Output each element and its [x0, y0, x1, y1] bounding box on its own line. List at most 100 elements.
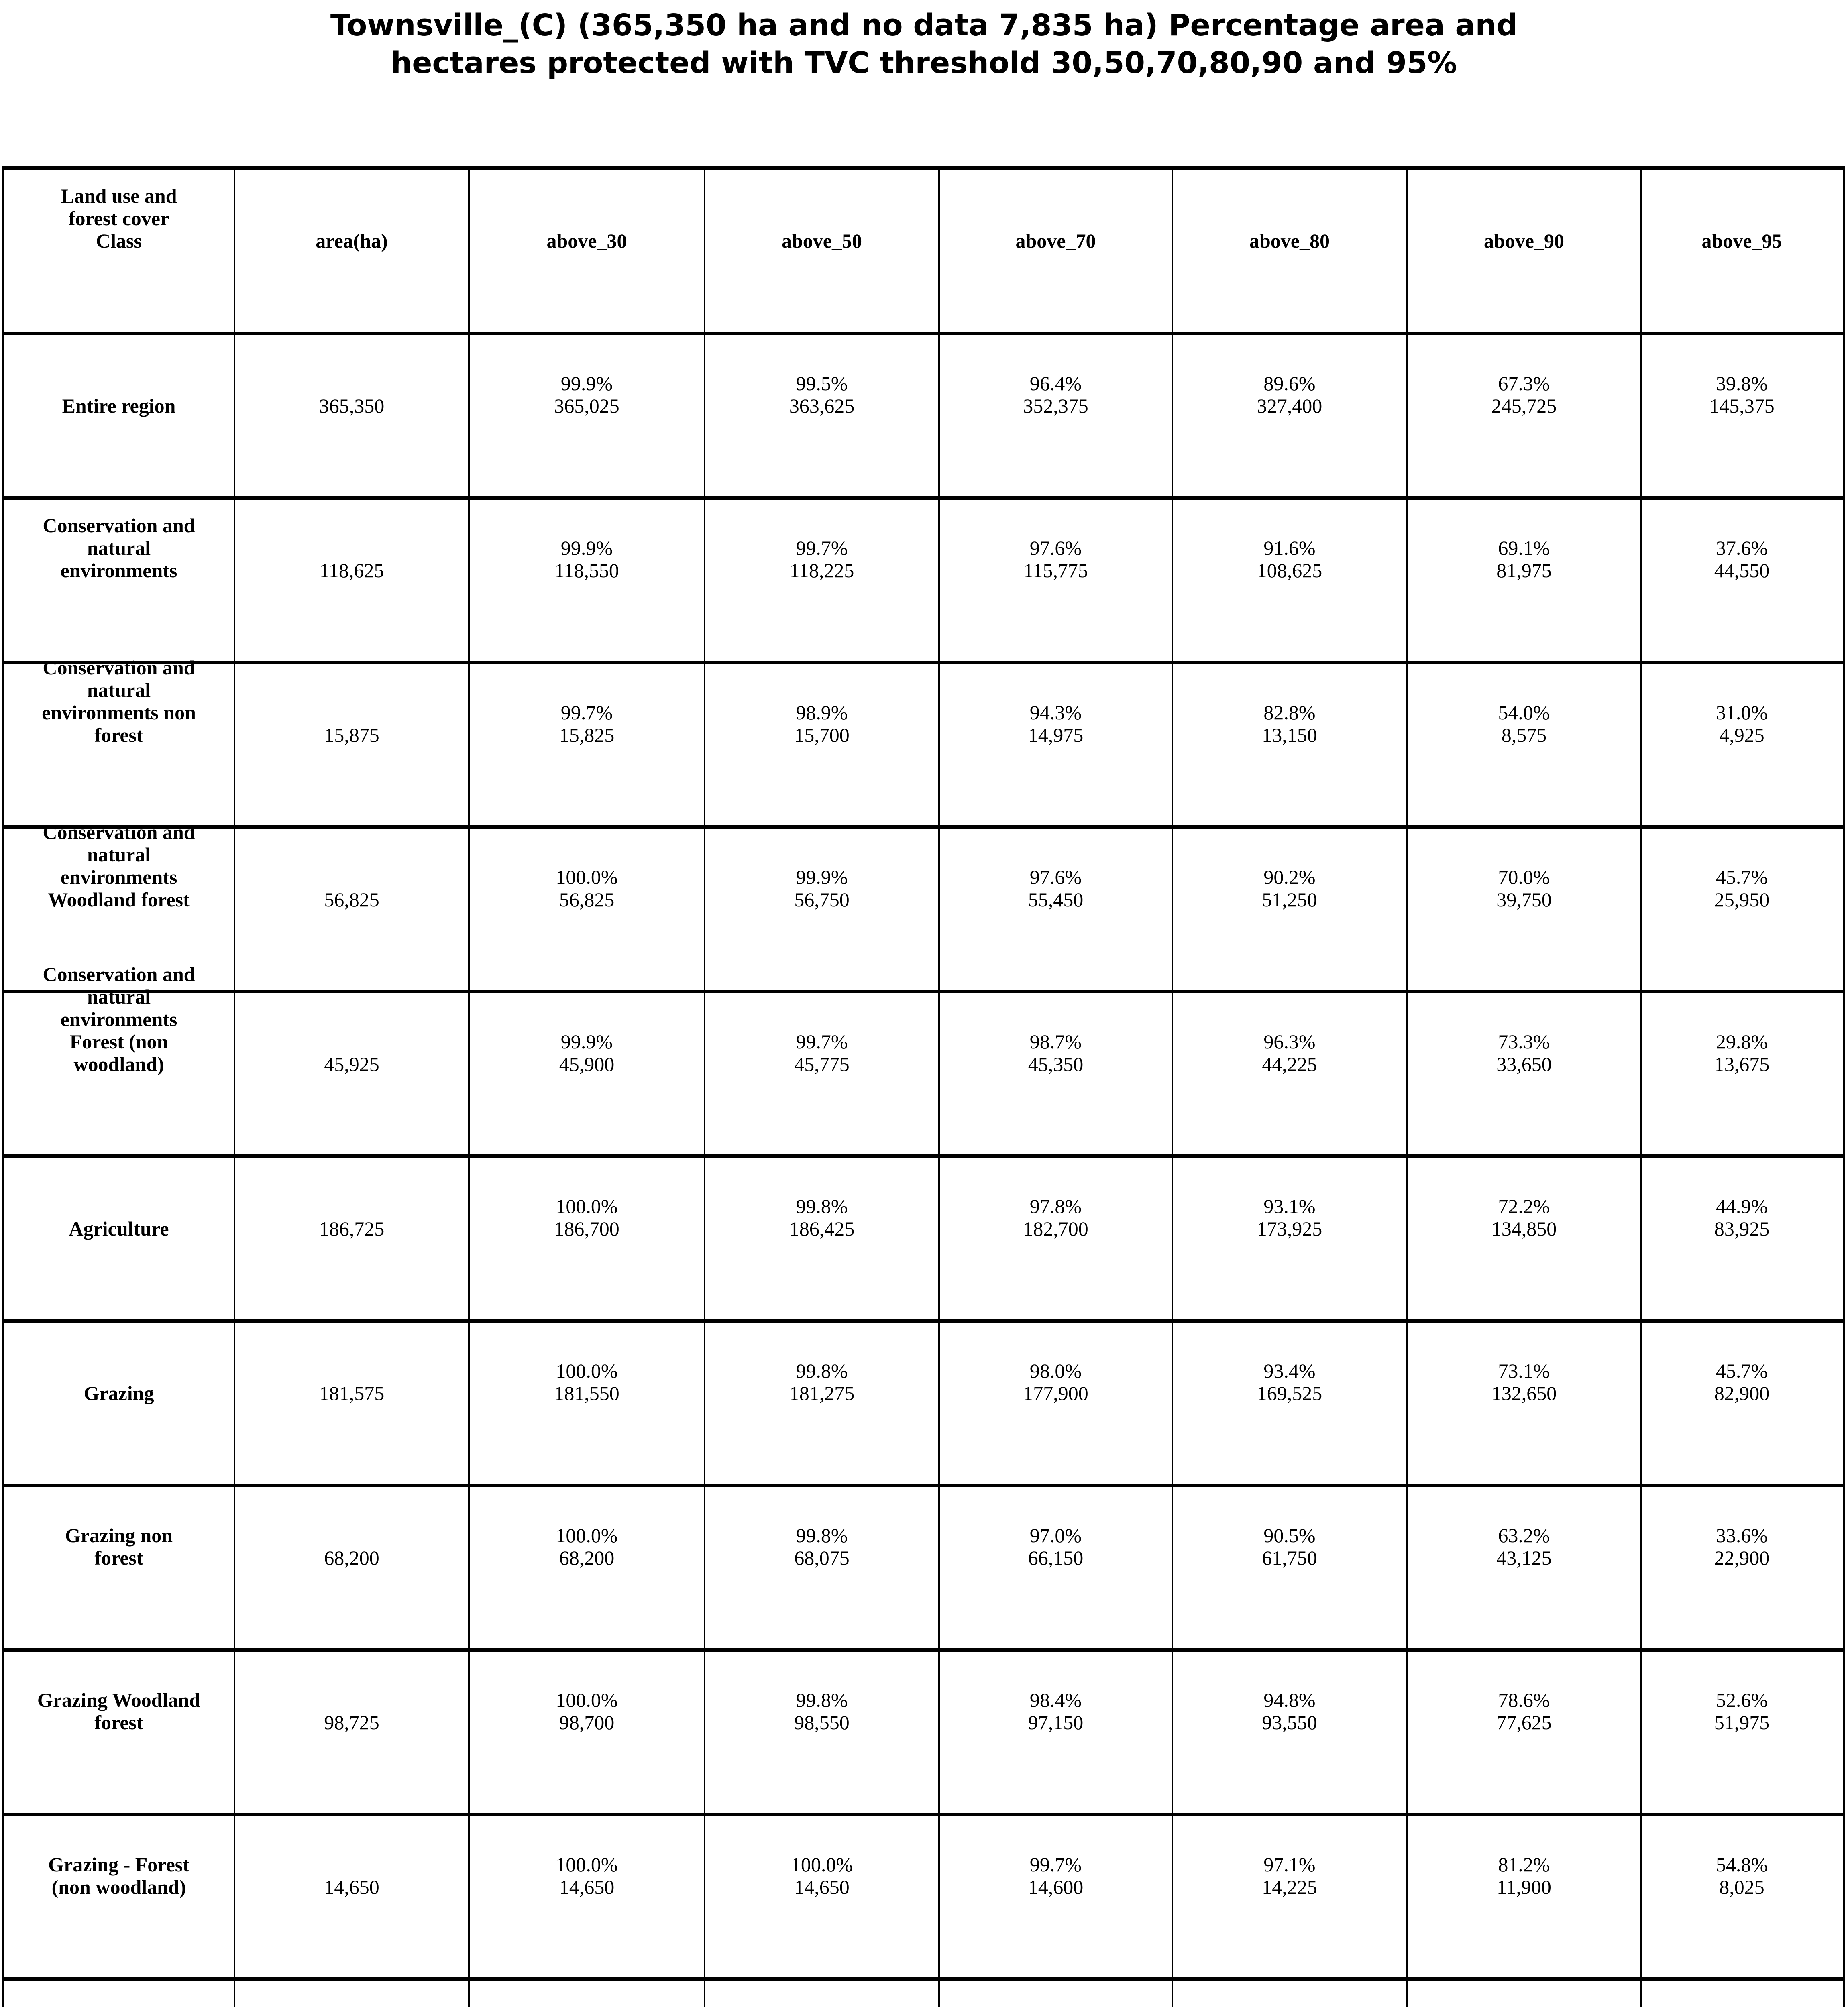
table-row: Conservation and natural environments 118…: [4, 500, 1843, 664]
pct-ha-cell: 99.8% 98,550: [705, 1652, 940, 1813]
pct-ha-cell-text: 100.0% 56,825: [556, 866, 618, 911]
pct-ha-cell: 100.0% 4,425: [705, 1981, 940, 2007]
pct-ha-cell: 99.7% 118,225: [705, 500, 940, 661]
pct-ha-cell: 29.8% 13,675: [1642, 993, 1842, 1154]
pct-ha-cell: 97.8% 182,700: [940, 1158, 1173, 1319]
area-cell: 98,725: [235, 1652, 470, 1813]
pct-ha-cell: 98.0% 177,900: [940, 1323, 1173, 1484]
pct-ha-cell: 93.4% 169,525: [1173, 1323, 1408, 1484]
pct-ha-cell-text: 93.1% 173,925: [1257, 1195, 1322, 1240]
pct-ha-cell-text: 96.4% 352,375: [1023, 372, 1088, 417]
table-row: Grazing - Forest (non woodland) 14,650 100…: [4, 1816, 1843, 1981]
pct-ha-cell-text: 70.0% 39,750: [1496, 866, 1552, 911]
row-label-cell-text: Conservation and natural environments Fo…: [43, 963, 195, 1076]
area-cell: 68,200: [235, 1487, 470, 1648]
pct-ha-cell-text: 100.0% 68,200: [556, 1524, 618, 1569]
pct-ha-cell-text: 98.4% 97,150: [1028, 1689, 1084, 1734]
pct-ha-cell-text: 45.7% 25,950: [1714, 866, 1770, 911]
row-label-cell: Conservation and natural environments: [4, 500, 235, 661]
pct-ha-cell: 72.2% 134,850: [1408, 1158, 1642, 1319]
pct-ha-cell-text: 82.8% 13,150: [1262, 701, 1317, 747]
pct-ha-cell: 33.6% 22,900: [1642, 1487, 1842, 1648]
land-use-table: Land use and forest cover Class area(ha)…: [2, 166, 1845, 2007]
table-row: Irrigation4,425100.0% 4,425100.0% 4,4259…: [4, 1981, 1843, 2007]
row-label-cell-text: Agriculture: [69, 1217, 169, 1240]
area-cell: 56,825: [235, 829, 470, 990]
pct-ha-cell-text: 99.8% 68,075: [794, 1524, 850, 1569]
pct-ha-cell-text: 94.3% 14,975: [1028, 701, 1084, 747]
pct-ha-cell: 99.8% 186,425: [705, 1158, 940, 1319]
area-cell: 186,725: [235, 1158, 470, 1319]
table-row: Grazing 181,575 100.0% 181,550 99.8% 181,27…: [4, 1323, 1843, 1487]
pct-ha-cell-text: 98.0% 177,900: [1023, 1360, 1088, 1405]
pct-ha-cell-text: 97.6% 115,775: [1023, 537, 1088, 582]
header-cell-above80: above_80: [1173, 170, 1408, 332]
pct-ha-cell-text: 91.6% 108,625: [1257, 537, 1322, 582]
pct-ha-cell: 96.3% 44,225: [1173, 993, 1408, 1154]
pct-ha-cell-text: 63.2% 43,125: [1496, 1524, 1552, 1569]
table-row: Conservation and natural environments Fo…: [4, 963, 1843, 1158]
pct-ha-cell-text: 69.1% 81,975: [1496, 537, 1552, 582]
area-cell-text: 186,725: [319, 1217, 385, 1240]
row-label-cell-text: Grazing: [84, 1382, 154, 1405]
area-cell-text: 15,875: [324, 724, 379, 747]
row-label-cell-text: Entire region: [62, 395, 176, 417]
pct-ha-cell-text: 89.6% 327,400: [1257, 372, 1322, 417]
pct-ha-cell: 45.7% 25,950: [1642, 829, 1842, 990]
pct-ha-cell-text: 99.8% 98,550: [794, 1689, 850, 1734]
pct-ha-cell-text: 100.0% 14,650: [791, 1853, 853, 1899]
pct-ha-cell-text: 98.9% 15,700: [794, 701, 850, 747]
row-label-cell: Grazing Woodland forest: [4, 1652, 235, 1813]
table-row: Grazing non forest 68,200 100.0% 68,200 99.…: [4, 1487, 1843, 1652]
pct-ha-cell: 90.5% 61,750: [1173, 1487, 1408, 1648]
header-cell-above50: above_50: [705, 170, 940, 332]
area-cell-text: 181,575: [319, 1382, 385, 1405]
pct-ha-cell: 45.7% 82,900: [1642, 1323, 1842, 1484]
pct-ha-cell-text: 81.2% 11,900: [1497, 1853, 1551, 1899]
pct-ha-cell-text: 39.8% 145,375: [1709, 372, 1775, 417]
pct-ha-cell-text: 67.3% 245,725: [1491, 372, 1557, 417]
pct-ha-cell-text: 33.6% 22,900: [1714, 1524, 1770, 1569]
pct-ha-cell: 100.0% 181,550: [470, 1323, 705, 1484]
pct-ha-cell: 94.3% 14,975: [940, 664, 1173, 825]
pct-ha-cell: 21.5% 950: [1642, 1981, 1842, 2007]
header-cell-above95: above_95: [1701, 230, 1782, 252]
row-label-cell-text: Grazing non forest: [65, 1524, 173, 1569]
pct-ha-cell: 70.0% 39,750: [1408, 829, 1642, 990]
row-label-cell: Conservation and natural environments no…: [4, 656, 235, 825]
pct-ha-cell: 90.2% 51,250: [1173, 829, 1408, 990]
pct-ha-cell: 52.6% 51,975: [1642, 1652, 1842, 1813]
pct-ha-cell: 100.0% 4,425: [470, 1981, 705, 2007]
header-cell-class: Land use and forest cover Class: [4, 170, 235, 332]
pct-ha-cell-text: 99.8% 186,425: [789, 1195, 855, 1240]
pct-ha-cell-text: 94.8% 93,550: [1262, 1689, 1317, 1734]
header-cell-area: area(ha): [235, 170, 470, 332]
pct-ha-cell: 100.0% 14,650: [470, 1816, 705, 1977]
pct-ha-cell-text: 78.6% 77,625: [1496, 1689, 1552, 1734]
pct-ha-cell-text: 72.2% 134,850: [1491, 1195, 1557, 1240]
pct-ha-cell-text: 31.0% 4,925: [1716, 701, 1768, 747]
area-cell-text: 365,350: [319, 395, 385, 417]
pct-ha-cell: 97.0% 66,150: [940, 1487, 1173, 1648]
area-cell-text: 118,625: [319, 559, 384, 582]
table-header-row: Land use and forest cover Class area(ha)…: [4, 170, 1843, 335]
pct-ha-cell: 100.0% 56,825: [470, 829, 705, 990]
pct-ha-cell-text: 97.8% 182,700: [1023, 1195, 1088, 1240]
pct-ha-cell: 63.2% 43,125: [1408, 1487, 1642, 1648]
pct-ha-cell: 81.2% 11,900: [1408, 1816, 1642, 1977]
pct-ha-cell-text: 99.7% 45,775: [794, 1030, 850, 1076]
pct-ha-cell: 99.8% 68,075: [705, 1487, 940, 1648]
pct-ha-cell-text: 99.7% 14,600: [1028, 1853, 1084, 1899]
pct-ha-cell: 100.0% 98,700: [470, 1652, 705, 1813]
row-label-cell-text: Conservation and natural environments Wo…: [43, 821, 195, 911]
pct-ha-cell-text: 97.1% 14,225: [1262, 1853, 1317, 1899]
pct-ha-cell: 37.6% 44,550: [1642, 500, 1842, 661]
row-label-cell: Irrigation: [4, 1981, 235, 2007]
pct-ha-cell-text: 99.8% 181,275: [789, 1360, 855, 1405]
pct-ha-cell: 83.1% 3,675: [1173, 1981, 1408, 2007]
row-label-cell: Conservation and natural environments Wo…: [4, 821, 235, 990]
header-cell-above90: above_90: [1408, 170, 1642, 332]
pct-ha-cell: 98.9% 15,700: [705, 664, 940, 825]
table-row: Conservation and natural environments Wo…: [4, 821, 1843, 993]
pct-ha-cell-text: 93.4% 169,525: [1257, 1360, 1322, 1405]
